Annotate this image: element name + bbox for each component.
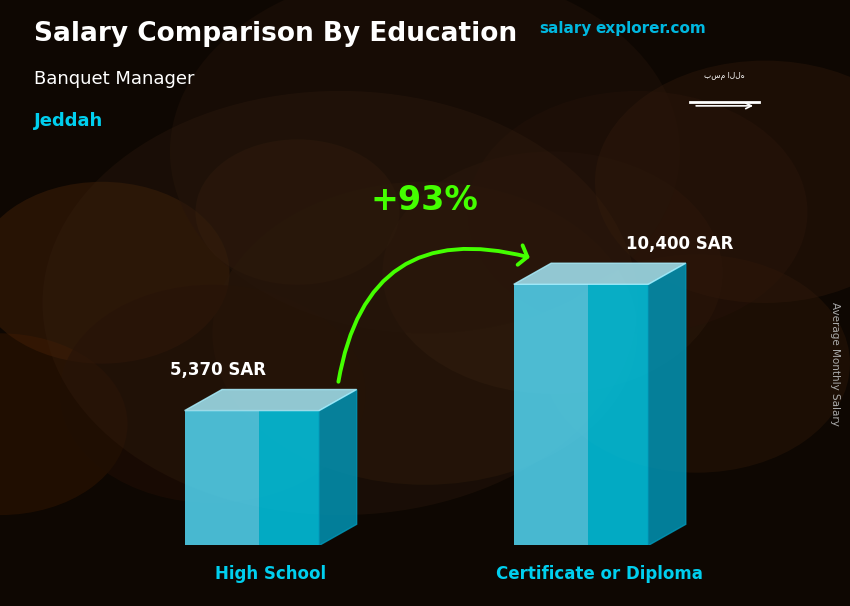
Circle shape — [0, 333, 128, 515]
Bar — [184, 411, 258, 545]
Text: 5,370 SAR: 5,370 SAR — [170, 361, 266, 379]
Bar — [513, 284, 588, 545]
Text: Average Monthly Salary: Average Monthly Salary — [830, 302, 840, 425]
Text: Certificate or Diploma: Certificate or Diploma — [496, 565, 703, 584]
Text: explorer.com: explorer.com — [595, 21, 706, 36]
Circle shape — [468, 91, 808, 333]
Text: Salary Comparison By Education: Salary Comparison By Education — [34, 21, 517, 47]
Text: 10,400 SAR: 10,400 SAR — [626, 235, 734, 253]
Polygon shape — [649, 263, 686, 545]
Text: salary: salary — [540, 21, 592, 36]
Circle shape — [212, 182, 638, 485]
Bar — [588, 284, 649, 545]
Bar — [258, 411, 320, 545]
Text: +93%: +93% — [370, 184, 478, 217]
Text: Banquet Manager: Banquet Manager — [34, 70, 195, 88]
Circle shape — [60, 285, 366, 503]
Circle shape — [544, 255, 850, 473]
Circle shape — [0, 182, 230, 364]
Circle shape — [382, 152, 722, 394]
Circle shape — [196, 139, 400, 285]
Text: High School: High School — [215, 565, 326, 584]
Circle shape — [170, 0, 680, 333]
Text: بسم الله: بسم الله — [705, 72, 745, 81]
Polygon shape — [513, 263, 686, 284]
Text: Jeddah: Jeddah — [34, 112, 103, 130]
Polygon shape — [320, 390, 357, 545]
Circle shape — [595, 61, 850, 303]
Polygon shape — [184, 390, 357, 411]
Circle shape — [42, 91, 638, 515]
